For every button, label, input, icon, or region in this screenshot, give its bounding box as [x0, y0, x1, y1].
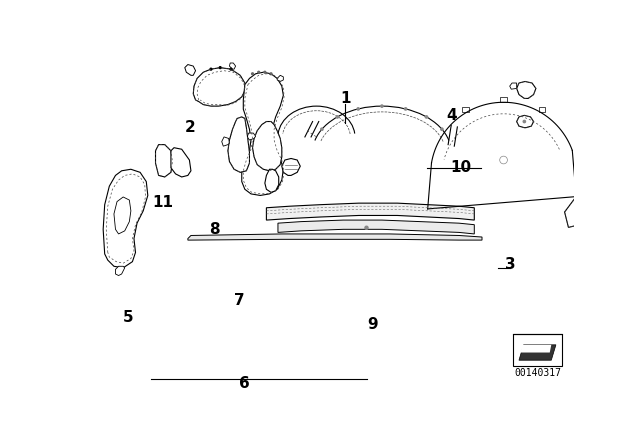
Polygon shape [247, 133, 255, 140]
Polygon shape [539, 107, 545, 112]
Circle shape [210, 68, 212, 70]
Polygon shape [520, 345, 551, 353]
Polygon shape [265, 169, 279, 192]
Polygon shape [516, 82, 536, 99]
Polygon shape [242, 72, 284, 195]
Polygon shape [277, 75, 284, 82]
Polygon shape [221, 137, 230, 146]
Circle shape [426, 116, 428, 118]
Text: 6: 6 [239, 376, 250, 391]
Polygon shape [228, 117, 250, 172]
Circle shape [404, 108, 407, 110]
Polygon shape [103, 169, 148, 268]
Polygon shape [278, 220, 474, 234]
Polygon shape [519, 345, 556, 360]
Text: 2: 2 [185, 121, 195, 135]
Text: 7: 7 [234, 293, 244, 308]
Circle shape [220, 67, 221, 69]
Circle shape [258, 71, 260, 73]
Text: 9: 9 [367, 317, 378, 332]
Polygon shape [171, 148, 191, 177]
Polygon shape [500, 97, 507, 102]
Circle shape [336, 116, 339, 118]
Polygon shape [516, 116, 534, 128]
Text: 11: 11 [152, 194, 173, 210]
Text: 1: 1 [340, 91, 351, 106]
Polygon shape [509, 83, 516, 89]
Circle shape [523, 121, 525, 123]
Text: 3: 3 [505, 257, 516, 271]
Circle shape [381, 105, 383, 107]
Text: 8: 8 [209, 222, 220, 237]
Polygon shape [462, 107, 468, 112]
Bar [513, 334, 562, 366]
Polygon shape [230, 63, 236, 69]
Polygon shape [282, 159, 300, 176]
Polygon shape [564, 197, 588, 228]
Polygon shape [115, 266, 125, 276]
Circle shape [264, 71, 266, 73]
Circle shape [441, 128, 443, 130]
Polygon shape [188, 234, 482, 240]
Circle shape [321, 128, 323, 130]
Text: 00140317: 00140317 [514, 367, 561, 378]
Text: 4: 4 [446, 108, 456, 123]
Text: 10: 10 [451, 160, 472, 175]
Circle shape [365, 226, 368, 229]
Circle shape [270, 73, 272, 75]
Polygon shape [185, 65, 196, 75]
Circle shape [230, 68, 232, 70]
Polygon shape [193, 68, 245, 106]
Polygon shape [156, 145, 172, 177]
Polygon shape [114, 197, 131, 234]
Polygon shape [266, 203, 474, 220]
Text: 5: 5 [123, 310, 134, 325]
Circle shape [357, 108, 359, 110]
Polygon shape [253, 121, 282, 171]
Circle shape [252, 73, 253, 75]
